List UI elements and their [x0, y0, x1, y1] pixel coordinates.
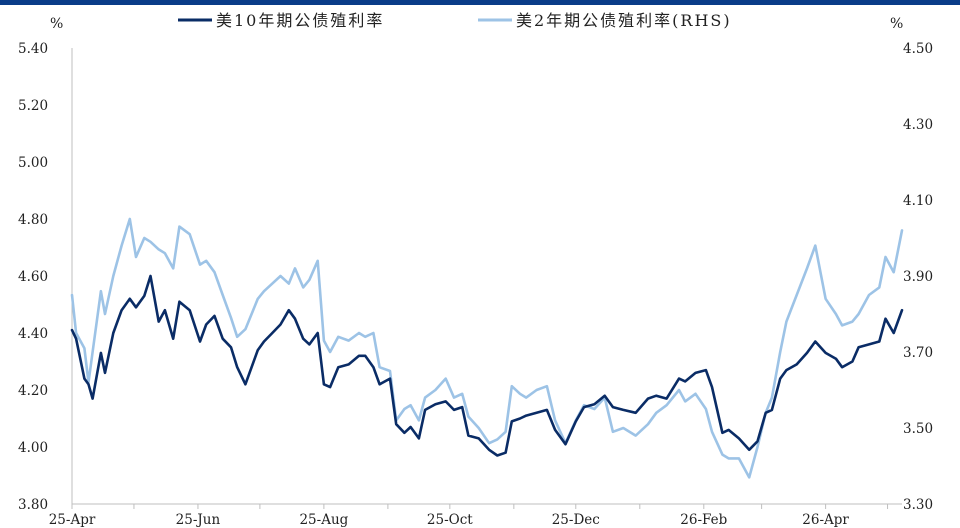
legend: 美10年期公债殖利率 美2年期公债殖利率(RHS): [178, 11, 732, 30]
top-accent-bar: [0, 0, 960, 5]
y-right-tick-label: 4.30: [903, 117, 933, 133]
y-left-tick-label: 3.80: [18, 497, 48, 513]
y-right-tick-label: 3.30: [903, 497, 933, 513]
y-left-tick-label: 4.40: [18, 326, 48, 342]
y-left-tick-labels: 5.40 5.20 5.00 4.80 4.60 4.40 4.20 4.00 3.80: [18, 41, 48, 513]
y-right-tick-labels: 4.50 4.30 4.10 3.90 3.70 3.50 3.30: [903, 41, 933, 513]
y-left-tick-label: 4.80: [18, 212, 48, 228]
y-left-tick-label: 4.20: [18, 383, 48, 399]
y-left-tick-label: 4.60: [18, 269, 48, 285]
legend-label-10y: 美10年期公债殖利率: [216, 11, 384, 30]
y-right-tick-label: 4.50: [903, 41, 933, 57]
x-tick-label: 25-Aug: [299, 512, 348, 528]
y-right-unit: %: [890, 16, 903, 32]
y-left-tick-label: 4.00: [18, 440, 48, 456]
y-right-tick-label: 3.50: [903, 421, 933, 437]
y-left-unit: %: [50, 16, 63, 32]
x-tick-label: 25-Apr: [49, 512, 96, 528]
y-right-tick-label: 3.70: [903, 345, 933, 361]
x-tick-marks: 25-Apr 25-Jun 25-Aug 25-Oct 25-Dec 26-Feb 26-A…: [49, 504, 889, 528]
legend-label-2y: 美2年期公债殖利率(RHS): [516, 11, 732, 30]
x-tick-label: 26-Feb: [680, 512, 727, 528]
y-left-tick-label: 5.00: [18, 155, 48, 171]
x-tick-label: 25-Oct: [427, 512, 473, 528]
y-right-tick-label: 4.10: [903, 193, 933, 209]
y-left-tick-label: 5.20: [18, 98, 48, 114]
series-layer: [70, 217, 904, 479]
x-tick-label: 25-Jun: [176, 512, 221, 528]
x-tick-label: 25-Dec: [552, 512, 600, 528]
y-right-tick-label: 3.90: [903, 269, 933, 285]
y-left-tick-label: 5.40: [18, 41, 48, 57]
series-line-10y: [70, 274, 904, 457]
series-line-2y: [70, 217, 904, 479]
x-tick-label: 26-Apr: [802, 512, 849, 528]
